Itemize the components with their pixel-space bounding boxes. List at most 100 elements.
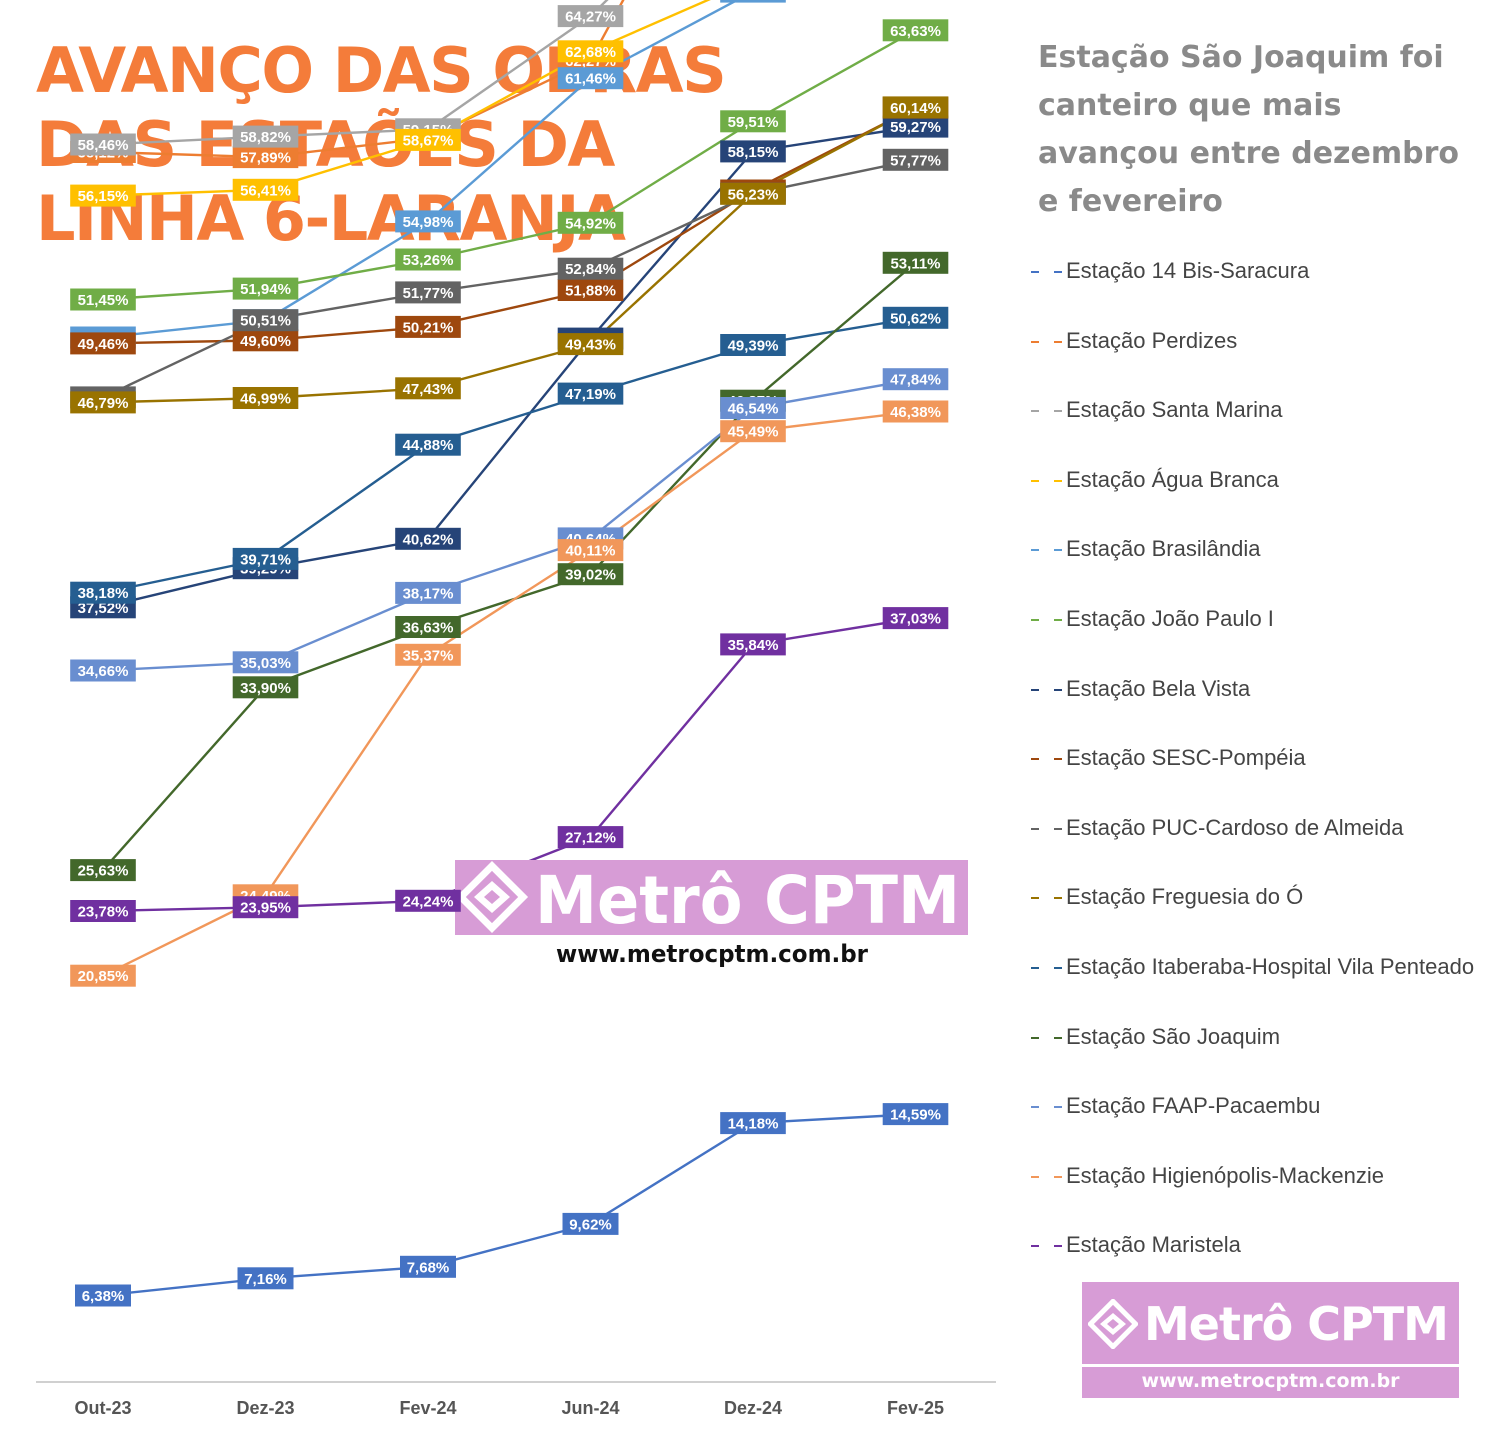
- legend-item-estacao-faap-pacaembu: Estação FAAP-Pacaembu: [1028, 1091, 1488, 1121]
- series-line-estacao-faap-pacaembu: [102, 378, 916, 672]
- data-label-estacao-santa-marina-2: 58,82%: [232, 125, 299, 148]
- x-tick-fev-25: Fev-25: [887, 1398, 944, 1418]
- data-label-text: 51,94%: [240, 281, 291, 298]
- data-label-box: [720, 182, 786, 205]
- data-label-text: 37,52%: [78, 600, 129, 617]
- data-label-box: [70, 964, 136, 987]
- data-label-estacao-puc-cardoso-de-almeida-2: 50,51%: [232, 309, 299, 332]
- data-label-estacao-higienopolis-mackenzie-5: 45,49%: [720, 420, 786, 443]
- data-label-box: [557, 382, 624, 405]
- chart-subtitle: Estação São Joaquim foi canteiro que mai…: [1038, 40, 1459, 219]
- data-label-box: [720, 0, 786, 3]
- x-tick-dez-24: Dez-24: [724, 1398, 782, 1418]
- data-label-box: [557, 40, 624, 63]
- data-label-text: 27,12%: [565, 830, 616, 847]
- series-line-estacao-puc-cardoso-de-almeida: [102, 158, 916, 399]
- legend-label: Estação FAAP-Pacaembu: [1066, 1093, 1321, 1119]
- series-line-estacao-sao-joaquim: [102, 261, 917, 871]
- legend-item-estacao-perdizes: Estação Perdizes: [1028, 326, 1488, 356]
- data-label-estacao-itaberaba-hospital-vila-penteado-1: 38,18%: [70, 581, 136, 604]
- data-label-estacao-agua-branca-2: 56,41%: [232, 178, 299, 201]
- data-label-box: [70, 184, 136, 207]
- data-label-estacao-14-bis-saracura-1: 6,38%: [75, 1284, 131, 1307]
- data-label-box: [720, 1112, 786, 1135]
- series-lines: [102, 0, 917, 1297]
- data-label-estacao-faap-pacaembu-6: 47,84%: [882, 368, 949, 391]
- data-label-estacao-itaberaba-hospital-vila-penteado-6: 50,62%: [882, 306, 949, 329]
- data-label-estacao-freguesia-do-o-6: 60,14%: [882, 96, 949, 119]
- legend-item-estacao-santa-marina: Estação Santa Marina: [1028, 395, 1488, 425]
- data-label-box: [720, 334, 786, 356]
- data-label-box: [882, 148, 949, 171]
- data-label-text: 63,63%: [890, 23, 941, 40]
- data-label-box: [232, 277, 299, 300]
- data-label-box: [395, 643, 461, 666]
- data-label-estacao-bela-vista-3: 40,62%: [395, 527, 461, 550]
- data-label-estacao-faap-pacaembu-2: 35,03%: [232, 651, 299, 674]
- data-label-box: [237, 1267, 294, 1290]
- data-label-text: 35,03%: [240, 655, 291, 672]
- data-label-text: 64,27%: [565, 9, 616, 26]
- legend-label: Estação PUC-Cardoso de Almeida: [1066, 814, 1404, 840]
- data-label-text: 25,63%: [78, 863, 129, 880]
- data-label-text: 46,54%: [728, 401, 779, 418]
- data-label-estacao-perdizes-2: 57,89%: [232, 146, 299, 169]
- data-label-estacao-14-bis-saracura-4: 9,62%: [562, 1212, 619, 1235]
- legend-swatch: [1028, 674, 1066, 704]
- data-label-estacao-sao-joaquim-1: 25,63%: [70, 859, 136, 882]
- data-label-box: [882, 251, 949, 274]
- legend-item-estacao-sao-joaquim: Estação São Joaquim: [1028, 1022, 1488, 1052]
- data-label-box: [395, 315, 461, 338]
- data-label-estacao-bela-vista-6: 59,27%: [882, 115, 949, 138]
- data-label-estacao-higienopolis-mackenzie-1: 20,85%: [70, 964, 136, 987]
- x-tick-fev-24: Fev-24: [399, 1398, 456, 1418]
- data-labels: 6,38%7,16%7,68%9,62%14,18%14,59%58,12%57…: [70, 0, 949, 1307]
- data-label-box: [720, 140, 786, 163]
- data-label-estacao-maristela-4: 27,12%: [557, 826, 624, 849]
- data-label-box: [882, 306, 949, 329]
- legend-swatch: [1028, 256, 1066, 286]
- data-label-text: 39,71%: [240, 551, 291, 568]
- data-label-box: [232, 329, 299, 352]
- legend-item-estacao-agua-branca: Estação Água Branca: [1028, 465, 1488, 495]
- data-label-box: [557, 279, 624, 301]
- data-label-text: 56,41%: [240, 182, 291, 199]
- legend-item-estacao-freguesia-do-o: Estação Freguesia do Ó: [1028, 882, 1488, 912]
- data-label-box: [395, 377, 461, 400]
- data-label-text: 6,38%: [82, 1288, 125, 1305]
- data-label-estacao-brasilandia-5: 65,38%: [720, 0, 786, 3]
- data-label-text: 40,11%: [565, 543, 615, 560]
- legend-label: Estação Maristela: [1066, 1232, 1241, 1258]
- data-label-box: [557, 67, 624, 90]
- data-label-estacao-puc-cardoso-de-almeida-3: 51,77%: [395, 281, 461, 304]
- data-label-box: [557, 5, 624, 28]
- data-label-text: 62,68%: [565, 44, 616, 61]
- data-label-box: [70, 391, 136, 414]
- data-label-text: 7,16%: [244, 1271, 287, 1288]
- data-label-box: [882, 19, 949, 42]
- data-label-text: 23,95%: [240, 900, 291, 917]
- data-label-text: 46,79%: [78, 395, 129, 412]
- data-label-box: [232, 146, 299, 169]
- series-line-estacao-14-bis-saracura: [102, 1112, 916, 1297]
- legend-label: Estação Água Branca: [1066, 466, 1279, 492]
- x-tick-out-23: Out-23: [74, 1398, 131, 1418]
- legend-label: Estação SESC-Pompéia: [1066, 745, 1306, 771]
- data-label-box: [232, 676, 299, 699]
- data-label-box: [882, 115, 949, 138]
- legend-item-estacao-sesc-pompeia: Estação SESC-Pompéia: [1028, 743, 1488, 773]
- x-tick-dez-23: Dez-23: [236, 1398, 294, 1418]
- data-label-box: [70, 859, 136, 882]
- corner-watermark-brand: Metrô CPTM: [1144, 1297, 1449, 1351]
- data-label-text: 53,11%: [890, 255, 940, 272]
- data-label-text: 52,84%: [565, 261, 616, 278]
- data-label-box: [70, 581, 136, 604]
- data-label-estacao-sesc-pompeia-1: 49,46%: [70, 332, 136, 355]
- data-label-box: [395, 581, 461, 604]
- data-label-estacao-freguesia-do-o-4: 49,43%: [557, 333, 624, 356]
- data-label-estacao-14-bis-saracura-2: 7,16%: [237, 1267, 294, 1290]
- data-label-estacao-maristela-5: 35,84%: [720, 633, 786, 656]
- data-label-text: 33,90%: [240, 680, 291, 697]
- data-label-estacao-sao-joaquim-6: 53,11%: [882, 251, 949, 274]
- legend-item-estacao-14-bis-saracura: Estação 14 Bis-Saracura: [1028, 256, 1488, 286]
